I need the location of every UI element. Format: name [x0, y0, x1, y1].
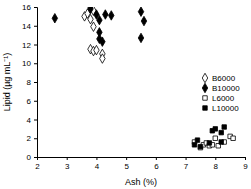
y-tick-mark — [34, 138, 37, 139]
y-tick: 4 — [27, 116, 37, 125]
y-tick-label: 4 — [27, 116, 32, 125]
x-tick-label: 5 — [124, 162, 129, 171]
x-tick-label: 6 — [154, 162, 159, 171]
point — [213, 127, 217, 131]
x-tick-mark — [215, 157, 216, 160]
y-tick-label: 2 — [27, 134, 32, 143]
point — [198, 145, 202, 149]
legend-label: L10000 — [212, 104, 239, 113]
legend-entry: B10000 — [202, 83, 240, 93]
y-tick-label: 14 — [22, 22, 31, 31]
point — [219, 140, 223, 144]
x-tick: 8 — [214, 157, 219, 171]
x-tick-mark — [156, 157, 157, 160]
y-tick: 8 — [27, 78, 37, 87]
x-tick: 9 — [243, 157, 248, 171]
x-tick-mark — [67, 157, 68, 160]
y-tick-mark — [34, 63, 37, 64]
x-tick-label: 8 — [214, 162, 219, 171]
x-tick-mark — [96, 157, 97, 160]
y-tick: 14 — [22, 22, 37, 31]
x-tick-mark — [126, 157, 127, 160]
point — [138, 33, 143, 42]
x-tick-label: 3 — [65, 162, 70, 171]
y-tick: 10 — [22, 59, 37, 68]
y-axis-line — [34, 8, 38, 158]
x-tick: 6 — [154, 157, 159, 171]
point — [219, 130, 223, 134]
y-tick-mark — [34, 82, 37, 83]
point — [141, 16, 146, 25]
legend-symbol — [202, 83, 207, 92]
y-tick-label: 8 — [27, 78, 32, 87]
point — [195, 138, 199, 142]
legend-symbol — [202, 73, 207, 82]
legend-entry: L6000 — [203, 94, 235, 103]
point — [88, 14, 93, 23]
point — [103, 10, 108, 19]
y-tick-mark — [34, 26, 37, 27]
points — [52, 7, 235, 150]
point — [109, 11, 114, 20]
point — [97, 15, 102, 24]
y-tick-label: 6 — [27, 97, 32, 106]
point — [138, 7, 143, 16]
legend-entry: L10000 — [203, 104, 239, 113]
x-tick-mark — [186, 157, 187, 160]
point — [94, 45, 99, 54]
legend: B6000B10000L6000L10000 — [202, 73, 240, 113]
y-tick-label: 10 — [22, 59, 31, 68]
y-axis-title: Lipid (µg mL⁻¹) — [2, 53, 12, 112]
point — [231, 136, 235, 140]
legend-symbol — [203, 96, 207, 100]
y-tick-label: 16 — [22, 3, 31, 12]
point — [91, 22, 96, 31]
x-tick-label: 4 — [95, 162, 100, 171]
x-tick: 7 — [184, 157, 189, 171]
point — [207, 141, 211, 145]
legend-label: B10000 — [212, 84, 240, 93]
legend-entry: B6000 — [202, 73, 235, 83]
point — [213, 136, 217, 140]
x-axis: 2 3 4 5 6 7 8 9 — [35, 157, 248, 171]
x-tick: 5 — [124, 157, 129, 171]
point — [198, 144, 202, 148]
point — [52, 14, 57, 23]
x-axis-title: Ash (%) — [125, 177, 157, 187]
y-axis: 0 2 4 6 8 10 12 14 16 — [22, 3, 37, 162]
y-tick: 16 — [22, 3, 37, 12]
y-tick-mark — [34, 45, 37, 46]
y-tick-label: 12 — [22, 41, 31, 50]
x-tick-label: 2 — [35, 162, 40, 171]
point — [192, 143, 196, 147]
x-tick-mark — [245, 157, 246, 160]
y-tick: 6 — [27, 97, 37, 106]
y-tick-mark — [34, 101, 37, 102]
x-tick-label: 9 — [243, 162, 248, 171]
x-tick: 4 — [95, 157, 100, 171]
legend-label: L6000 — [212, 94, 235, 103]
plot: 234567890246810121416B6000B10000L6000L10… — [22, 2, 248, 170]
y-tick-mark — [34, 7, 37, 8]
y-tick: 2 — [27, 134, 37, 143]
x-axis-line — [38, 158, 246, 161]
x-tick: 3 — [65, 157, 70, 171]
y-tick: 0 — [27, 153, 37, 162]
point — [100, 54, 105, 63]
chart: 234567890246810121416B6000B10000L6000L10… — [0, 0, 251, 189]
legend-symbol — [203, 106, 207, 110]
point — [222, 125, 226, 129]
x-tick-label: 7 — [184, 162, 189, 171]
x-tick: 2 — [35, 157, 40, 171]
point — [100, 37, 105, 46]
y-tick-label: 0 — [27, 153, 32, 162]
legend-label: B6000 — [212, 74, 236, 83]
point — [88, 7, 93, 14]
y-tick: 12 — [22, 41, 37, 50]
y-tick-mark — [34, 120, 37, 121]
y-tick-mark — [34, 157, 37, 158]
